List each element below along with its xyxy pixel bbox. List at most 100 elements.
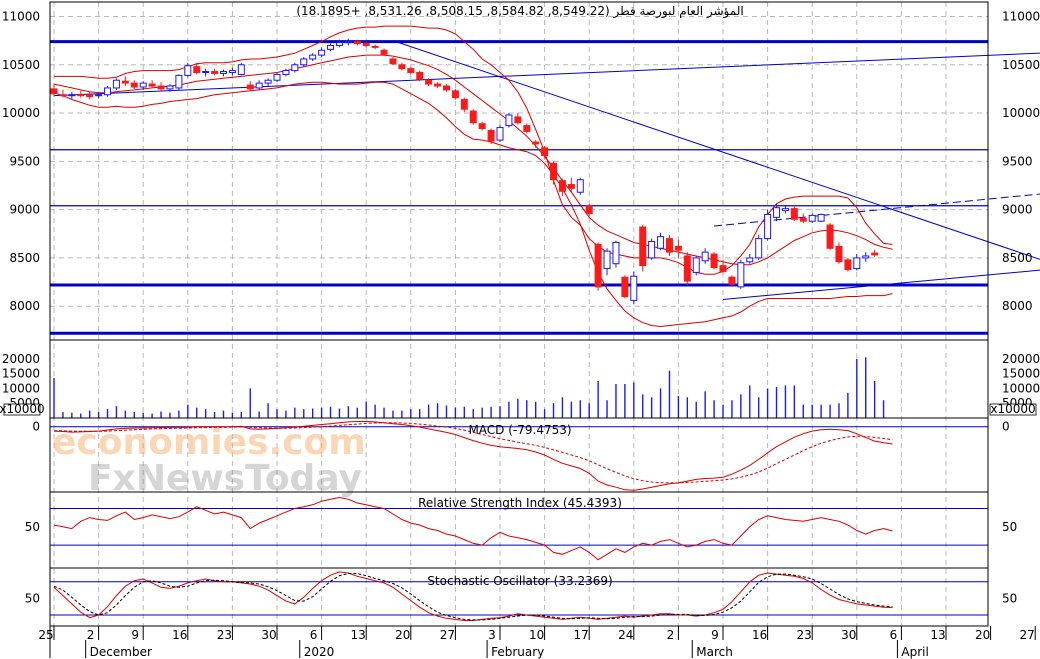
x-day-label: 20 [975, 628, 990, 642]
price-tick-label-right: 11000 [1002, 9, 1040, 23]
candle-body [585, 205, 593, 214]
candle-body [77, 94, 85, 97]
candle-body [318, 49, 326, 56]
candle-body [353, 41, 361, 45]
volume-multiplier-left: x10000 [0, 402, 45, 416]
candle-body [505, 114, 513, 127]
rsi-tick-label-right: 50 [1002, 520, 1017, 534]
candle-body [746, 257, 754, 263]
candle-body [808, 214, 816, 222]
candle-body [95, 94, 103, 97]
candle-body [523, 125, 531, 132]
candle-body [202, 71, 210, 74]
trendline [722, 269, 1040, 300]
volume-tick-label-left: 20000 [2, 352, 40, 366]
candle-body [246, 84, 254, 90]
bollinger-middle-line [53, 54, 893, 266]
candle-body [148, 83, 156, 87]
x-day-label: 24 [618, 628, 633, 642]
price-tick-label-left: 11000 [2, 9, 40, 23]
candle-body [50, 88, 58, 95]
candle-body [104, 87, 112, 96]
candle-body [282, 70, 290, 75]
candle-body [371, 45, 379, 48]
candle-body [416, 71, 424, 80]
watermark-economies: economies.com [52, 422, 366, 463]
price-tick-label-left: 10500 [2, 58, 40, 72]
candle-body [871, 252, 879, 256]
rsi-tick-label-left: 50 [25, 520, 40, 534]
x-day-label: 27 [1020, 628, 1035, 642]
candle-body [362, 43, 370, 46]
candle-body [59, 94, 67, 97]
candle-body [576, 179, 584, 193]
candle-body [487, 129, 495, 142]
candle-body [398, 64, 406, 70]
candle-body [826, 224, 834, 249]
candle-body [451, 90, 459, 99]
candle-body [621, 276, 629, 298]
x-day-label: 2 [667, 628, 675, 642]
candle-body [344, 41, 352, 44]
price-tick-label-left: 9000 [9, 203, 40, 217]
volume-tick-label-left: 15000 [2, 367, 40, 381]
stochastic-d-line [53, 573, 893, 621]
candle-body [139, 82, 147, 88]
candle-body [862, 255, 870, 259]
candle-body [442, 85, 450, 91]
macd-signal-line [53, 422, 893, 484]
price-tick-label-right: 8000 [1002, 299, 1033, 313]
x-month-label: February [491, 645, 544, 659]
candle-body [799, 217, 807, 222]
candle-body [121, 80, 129, 84]
candle-body [612, 241, 620, 265]
price-tick-label-left: 8500 [9, 251, 40, 265]
candle-body [469, 110, 477, 124]
price-tick-label-left: 9500 [9, 154, 40, 168]
bollinger-upper-line [54, 25, 893, 275]
candle-body [228, 70, 236, 73]
candle-body [211, 71, 219, 74]
candle-body [630, 275, 638, 301]
candle-body [86, 94, 94, 98]
candle-body [496, 127, 504, 141]
candle-body [541, 147, 549, 157]
x-day-label: 6 [890, 628, 898, 642]
candle-body [425, 79, 433, 85]
panel-border [49, 567, 989, 627]
price-tick-label-left: 8000 [9, 299, 40, 313]
x-day-label: 16 [172, 628, 187, 642]
price-tick-label-right: 10500 [1002, 58, 1040, 72]
candle-body [701, 251, 709, 262]
price-tick-label-right: 10000 [1002, 106, 1040, 120]
x-day-label: 27 [440, 628, 455, 642]
volume-panel [53, 357, 885, 418]
rsi-line [53, 496, 893, 561]
candle-body [781, 208, 789, 212]
candle-body [603, 250, 611, 270]
x-day-label: 20 [395, 628, 410, 642]
macd-title: MACD (-79.4753) [468, 423, 571, 437]
x-day-label: 2 [87, 628, 95, 642]
price-tick-label-right: 9000 [1002, 203, 1033, 217]
chart-title: المؤشر العام لبورصة قطر (8,549.22, 8,584… [296, 4, 743, 19]
x-month-label: 2020 [304, 645, 335, 659]
x-day-label: 13 [930, 628, 945, 642]
candle-body [291, 64, 299, 72]
x-day-label: 23 [217, 628, 232, 642]
stochastic-tick-label-right: 50 [1002, 591, 1017, 605]
candle-body [755, 238, 763, 259]
candle-body [567, 184, 575, 189]
candle-body [639, 226, 647, 267]
panel-frames [49, 1, 989, 658]
stochastic-title: Stochastic Oscillator (33.2369) [427, 574, 612, 588]
candle-body [219, 71, 227, 74]
candle-body [309, 54, 317, 60]
trendline [714, 193, 1040, 227]
rsi-title: Relative Strength Index (45.4393) [418, 496, 622, 510]
volume-tick-label-left: 10000 [2, 381, 40, 395]
x-month-label: April [901, 645, 928, 659]
candle-body [193, 66, 201, 73]
